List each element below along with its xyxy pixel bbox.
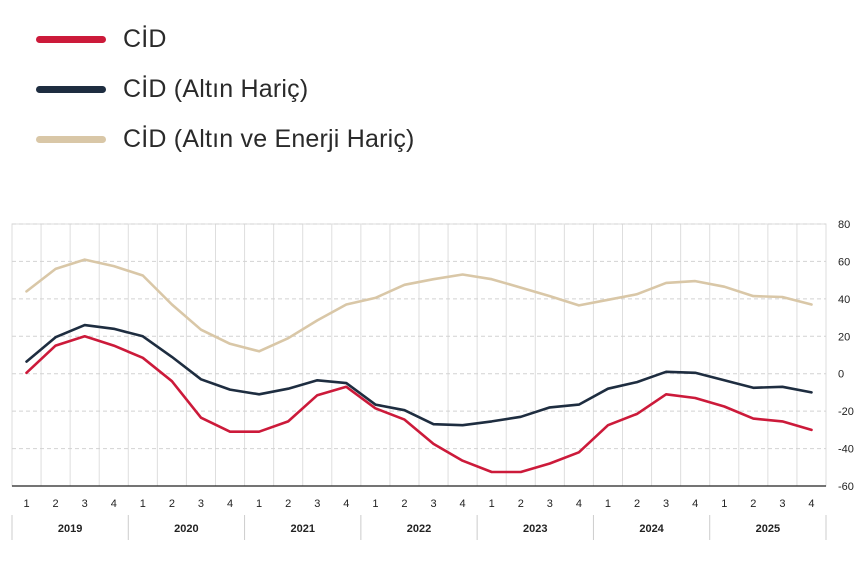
x-tick-label-quarter: 3 xyxy=(547,498,553,510)
x-tick-label-quarter: 2 xyxy=(169,498,175,510)
x-tick-label-quarter: 1 xyxy=(489,498,495,510)
x-tick-label-quarter: 4 xyxy=(692,498,698,510)
x-tick-label-quarter: 1 xyxy=(372,498,378,510)
y-tick-label: 20 xyxy=(838,331,850,343)
y-tick-label: -40 xyxy=(838,444,854,456)
x-tick-label-quarter: 4 xyxy=(227,498,233,510)
legend-swatch-cid xyxy=(36,35,106,43)
x-tick-label-year: 2024 xyxy=(639,523,664,535)
x-tick-label-year: 2022 xyxy=(407,523,431,535)
legend: CİD CİD (Altın Hariç) CİD (Altın ve Ener… xyxy=(36,14,415,164)
legend-swatch-cid-altin-haric xyxy=(36,85,106,93)
legend-item-cid[interactable]: CİD xyxy=(36,14,415,64)
y-tick-label: 0 xyxy=(838,369,844,381)
series-line-2 xyxy=(25,258,813,353)
x-tick-label-quarter: 3 xyxy=(198,498,204,510)
x-tick-label-quarter: 2 xyxy=(518,498,524,510)
x-tick-label-quarter: 2 xyxy=(285,498,291,510)
x-tick-label-year: 2021 xyxy=(290,523,314,535)
x-tick-label-quarter: 4 xyxy=(111,498,117,510)
y-tick-label: -60 xyxy=(838,481,854,493)
legend-label-cid-altin-enerji-haric: CİD (Altın ve Enerji Hariç) xyxy=(123,124,415,153)
legend-item-cid-altin-haric[interactable]: CİD (Altın Hariç) xyxy=(36,64,415,114)
series-line-1 xyxy=(25,323,813,427)
x-tick-label-quarter: 2 xyxy=(53,498,59,510)
x-tick-label-quarter: 2 xyxy=(750,498,756,510)
x-tick-label-quarter: 4 xyxy=(808,498,814,510)
x-tick-label-quarter: 1 xyxy=(140,498,146,510)
y-tick-label: 40 xyxy=(838,294,850,306)
y-tick-label: 60 xyxy=(838,256,850,268)
x-tick-label-quarter: 1 xyxy=(256,498,262,510)
x-tick-label-quarter: 1 xyxy=(721,498,727,510)
legend-label-cid: CİD xyxy=(123,24,167,53)
legend-item-cid-altin-enerji-haric[interactable]: CİD (Altın ve Enerji Hariç) xyxy=(36,114,415,164)
x-tick-label-quarter: 1 xyxy=(605,498,611,510)
x-tick-label-quarter: 3 xyxy=(82,498,88,510)
x-tick-label-year: 2020 xyxy=(174,523,198,535)
x-tick-label-year: 2025 xyxy=(756,523,780,535)
y-tick-label: -20 xyxy=(838,406,854,418)
x-tick-label-year: 2023 xyxy=(523,523,547,535)
x-tick-label-quarter: 3 xyxy=(314,498,320,510)
x-tick-label-quarter: 4 xyxy=(576,498,582,510)
x-tick-label-quarter: 2 xyxy=(401,498,407,510)
x-tick-label-quarter: 3 xyxy=(663,498,669,510)
y-tick-label: 80 xyxy=(838,219,850,231)
x-tick-label-quarter: 3 xyxy=(779,498,785,510)
legend-swatch-cid-altin-enerji-haric xyxy=(36,135,106,143)
x-tick-label-quarter: 4 xyxy=(460,498,466,510)
x-tick-label-quarter: 3 xyxy=(430,498,436,510)
legend-label-cid-altin-haric: CİD (Altın Hariç) xyxy=(123,74,309,103)
x-tick-label-quarter: 4 xyxy=(343,498,349,510)
series-line-0 xyxy=(25,334,813,474)
x-tick-label-quarter: 1 xyxy=(23,498,29,510)
x-tick-label-year: 2019 xyxy=(58,523,82,535)
x-tick-label-quarter: 2 xyxy=(634,498,640,510)
